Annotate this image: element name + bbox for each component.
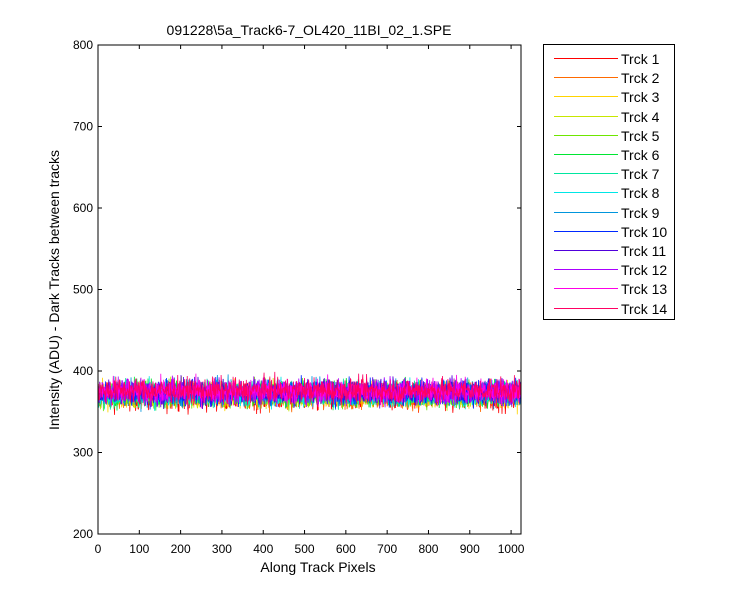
series-line-14 [97, 371, 521, 410]
y-axis-label: Intensity (ADU) - Dark Tracks between tr… [46, 150, 62, 430]
x-axis-label: Along Track Pixels [260, 559, 375, 575]
legend-item: Trck 13 [544, 280, 676, 299]
x-tick-label: 200 [171, 542, 191, 556]
chart-title: 091228\5a_Track6-7_OL420_11BI_02_1.SPE [167, 22, 452, 38]
legend-label: Trck 13 [621, 281, 668, 298]
x-tick-label: 0 [95, 542, 102, 556]
legend-label: Trck 12 [621, 262, 668, 279]
legend-label: Trck 14 [621, 300, 668, 317]
legend-swatch [554, 58, 618, 59]
legend-swatch [554, 96, 618, 98]
legend-label: Trck 8 [621, 185, 660, 202]
legend-swatch [554, 154, 618, 155]
x-tick-label: 100 [129, 542, 149, 556]
plot-frame [97, 44, 522, 535]
legend-item: Trck 3 [544, 88, 676, 107]
series-group [97, 371, 521, 415]
legend-label: Trck 4 [621, 108, 660, 125]
legend-item: Trck 7 [544, 165, 676, 184]
legend-swatch [554, 307, 618, 309]
legend-item: Trck 8 [544, 184, 676, 203]
x-tick-label: 400 [253, 542, 273, 556]
x-tick-label: 300 [212, 542, 232, 556]
legend-swatch [554, 250, 618, 251]
legend-label: Trck 10 [621, 223, 668, 240]
y-tick-label: 600 [73, 201, 93, 215]
legend-item: Trck 5 [544, 127, 676, 146]
plot-area [98, 45, 521, 534]
legend-item: Trck 12 [544, 261, 676, 280]
legend-swatch [554, 288, 618, 290]
legend-swatch [554, 269, 618, 271]
legend-label: Trck 3 [621, 89, 660, 106]
x-tick-label: 700 [377, 542, 397, 556]
legend-item: Trck 10 [544, 223, 676, 242]
y-tick-label: 300 [73, 446, 93, 460]
axis-group: 0 100 200 300 400 500 600 700 800 900 1000 200 300 40… [73, 38, 525, 556]
legend-item: Trck 1 [544, 50, 676, 69]
legend: Trck 1 Trck 2 Trck 3 Trck 4 Trck 5 Trck 6 Trck… [543, 44, 675, 320]
y-tick-label: 500 [73, 283, 93, 297]
x-tick-label: 1000 [498, 542, 525, 556]
y-tick-label: 800 [73, 38, 93, 52]
legend-swatch [554, 230, 618, 232]
legend-label: Trck 6 [621, 147, 660, 163]
legend-label: Trck 5 [621, 127, 660, 144]
legend-label: Trck 1 [621, 51, 660, 67]
legend-label: Trck 11 [621, 243, 667, 259]
y-tick-label: 700 [73, 120, 93, 134]
legend-item: Trck 6 [544, 146, 676, 165]
legend-swatch [554, 115, 618, 117]
legend-swatch [554, 211, 618, 213]
legend-swatch [554, 77, 618, 79]
x-tick-label: 800 [418, 542, 438, 556]
x-tick-label: 900 [460, 542, 480, 556]
legend-item: Trck 14 [544, 300, 676, 319]
legend-label: Trck 7 [621, 166, 660, 183]
legend-swatch [554, 134, 618, 136]
legend-label: Trck 2 [621, 70, 660, 87]
x-tick-label: 600 [336, 542, 356, 556]
legend-label: Trck 9 [621, 204, 660, 221]
y-tick-label: 200 [73, 527, 93, 541]
x-tick-label: 500 [295, 542, 315, 556]
legend-item: Trck 11 [544, 242, 676, 261]
y-tick-label: 400 [73, 364, 93, 378]
legend-item: Trck 2 [544, 69, 676, 88]
legend-swatch [554, 173, 618, 175]
legend-item: Trck 9 [544, 204, 676, 223]
legend-swatch [554, 192, 618, 194]
legend-item: Trck 4 [544, 108, 676, 127]
